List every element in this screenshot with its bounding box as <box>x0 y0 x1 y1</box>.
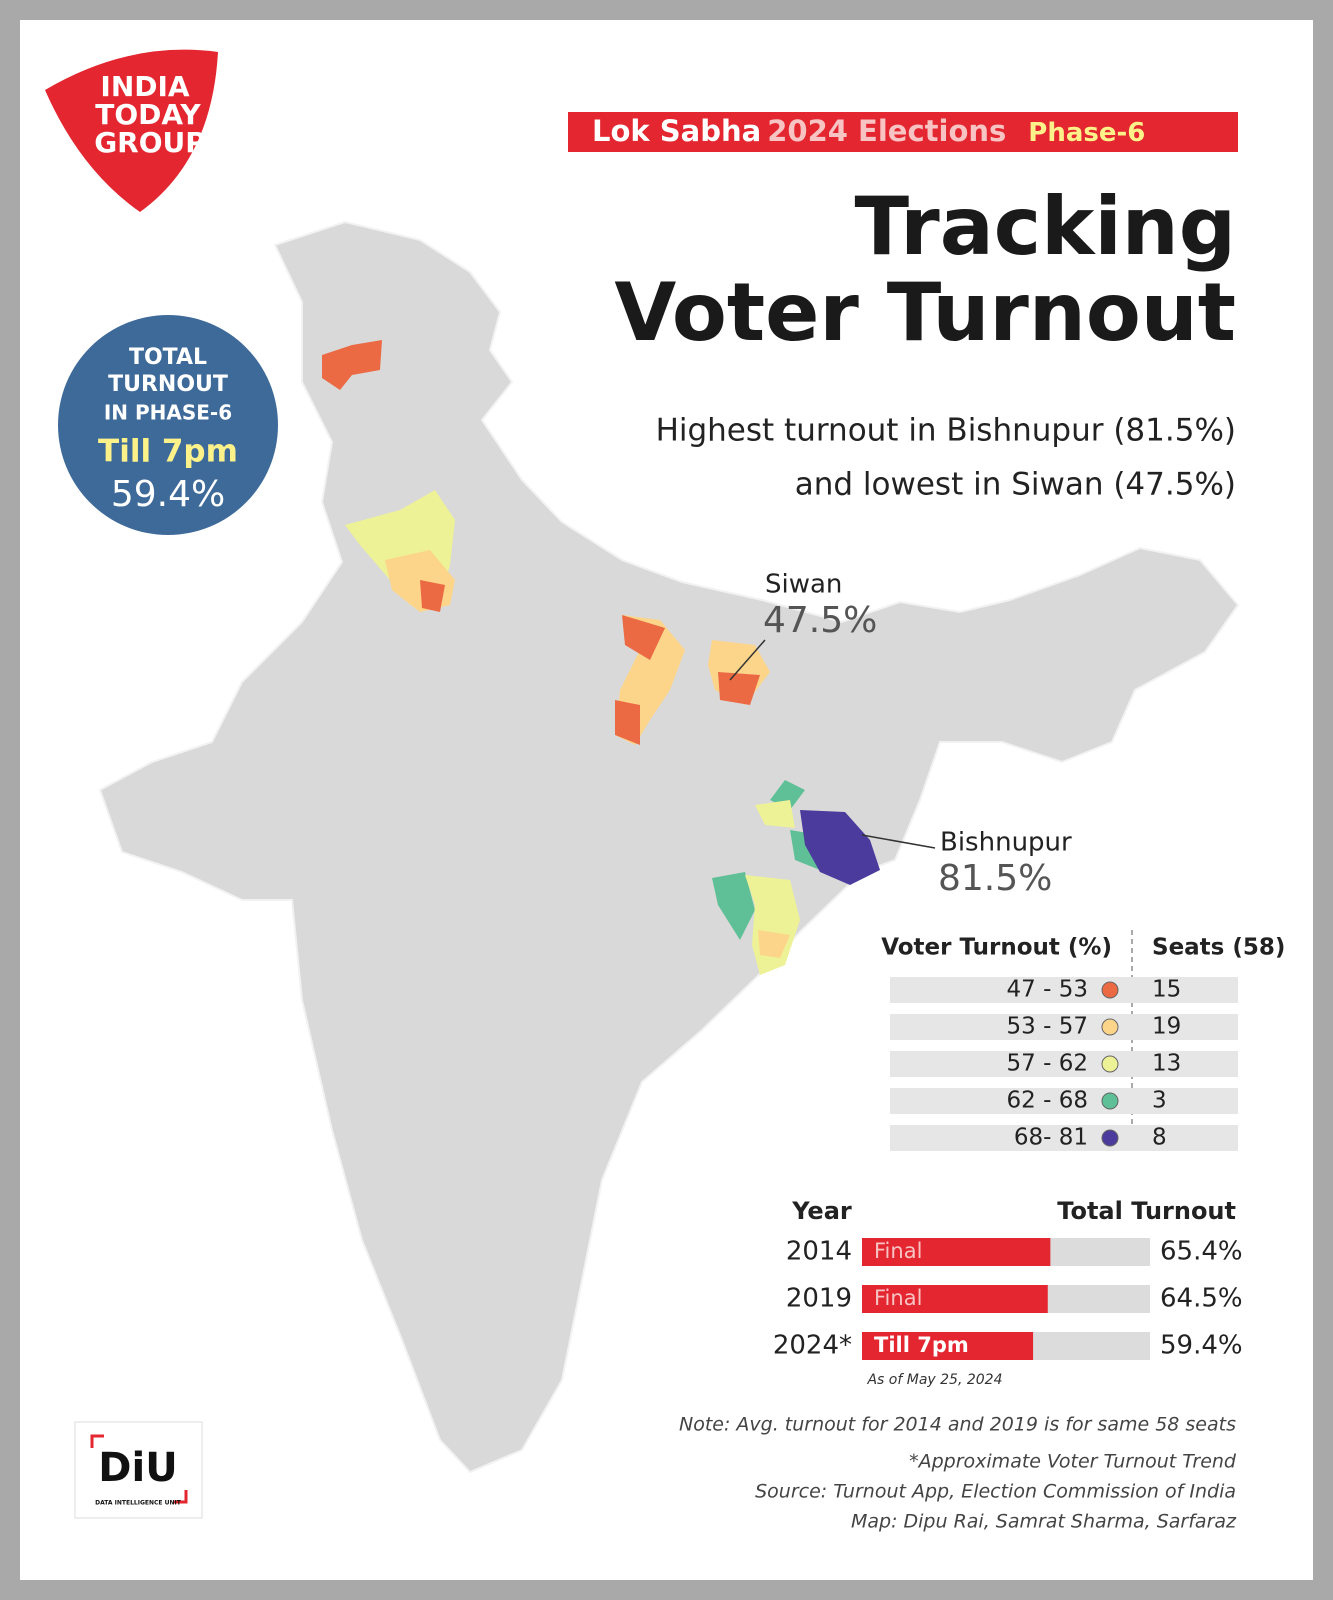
bar-label: Final <box>874 1286 922 1310</box>
note: *Approximate Voter Turnout Trend <box>909 1451 1237 1473</box>
turnout-chart: Year Total Turnout As of May 25, 2024 20… <box>773 1197 1243 1388</box>
title: Tracking <box>855 180 1236 273</box>
badge-text: TOTAL <box>129 345 207 370</box>
region <box>615 615 665 745</box>
logo-shield <box>45 49 218 213</box>
badge-text: IN PHASE-6 <box>104 401 232 425</box>
legend-row <box>890 1014 1238 1040</box>
bar <box>862 1285 1048 1313</box>
legend-seats: 19 <box>1152 1014 1181 1040</box>
legend-range: 68- 81 <box>1014 1125 1088 1151</box>
value-label: 65.4% <box>1160 1237 1243 1267</box>
legend-swatch <box>1101 1129 1119 1147</box>
region <box>758 930 790 958</box>
region <box>322 340 382 390</box>
banner-part: Phase-6 <box>1028 118 1145 148</box>
legend-row <box>890 1088 1238 1114</box>
legend-seats: 8 <box>1152 1125 1167 1151</box>
region <box>712 872 755 940</box>
legend-header: Seats (58) <box>1152 935 1285 961</box>
diu-caption: DATA INTELLIGENCE UNIT <box>95 1500 182 1507</box>
legend: Voter Turnout (%) Seats (58) 47 - 53 15 53… <box>881 930 1285 1151</box>
value-label: 59.4% <box>1160 1331 1243 1361</box>
region <box>718 672 760 705</box>
badge <box>58 315 278 535</box>
subtitle: Highest turnout in Bishnupur (81.5%) <box>656 413 1236 449</box>
year-label: 2024* <box>773 1331 852 1361</box>
legend-swatch <box>1101 1092 1119 1110</box>
chart-footnote: As of May 25, 2024 <box>866 1372 1002 1388</box>
leader-line <box>861 834 936 849</box>
legend-seats: 15 <box>1152 977 1181 1003</box>
logo-text: GROUP <box>94 126 206 159</box>
bar-label: Final <box>874 1239 922 1263</box>
banner-part: 2024 Elections <box>767 114 1006 148</box>
note: Note: Avg. turnout for 2014 and 2019 is … <box>679 1414 1236 1436</box>
legend-seats: 13 <box>1152 1051 1181 1077</box>
badge-text: TURNOUT <box>108 372 228 397</box>
legend-swatch <box>1101 1018 1119 1036</box>
region <box>755 800 795 828</box>
bar <box>862 1238 1051 1266</box>
legend-range: 47 - 53 <box>1007 977 1088 1003</box>
callout-value: 47.5% <box>763 600 877 641</box>
chart-header: Year <box>791 1197 852 1225</box>
year-label: 2014 <box>786 1237 852 1267</box>
banner-text: Lok Sabha 2024 Elections Phase-6 <box>592 114 1145 148</box>
title: Voter Turnout <box>614 266 1236 359</box>
note: Source: Turnout App, Election Commission… <box>755 1481 1236 1503</box>
logo: INDIA TODAY GROUP <box>94 70 206 159</box>
subtitle: and lowest in Siwan (47.5%) <box>795 467 1236 503</box>
bar <box>862 1332 1034 1360</box>
banner-part: Lok Sabha <box>592 114 761 148</box>
note: Map: Dipu Rai, Samrat Sharma, Sarfaraz <box>851 1511 1237 1533</box>
year-label: 2019 <box>786 1284 852 1314</box>
callout-name: Siwan <box>765 570 842 600</box>
legend-seats: 3 <box>1152 1088 1167 1114</box>
legend-row <box>890 1051 1238 1077</box>
value-label: 64.5% <box>1160 1284 1243 1314</box>
legend-range: 53 - 57 <box>1007 1014 1088 1040</box>
badge-value: 59.4% <box>111 474 225 515</box>
banner <box>568 112 1238 152</box>
diu-bracket <box>90 1434 188 1504</box>
diu-box <box>74 1421 203 1519</box>
diu-mark: DiU <box>98 1445 177 1491</box>
chart-header: Total Turnout <box>1057 1197 1236 1225</box>
legend-header: Voter Turnout (%) <box>881 935 1112 961</box>
region <box>745 875 800 975</box>
leader-line <box>729 639 766 681</box>
badge-time: Till 7pm <box>98 434 238 470</box>
callout-value: 81.5% <box>938 858 1052 899</box>
legend-row <box>890 977 1238 1003</box>
legend-range: 62 - 68 <box>1007 1088 1088 1114</box>
bar-label: Till 7pm <box>874 1333 969 1357</box>
legend-swatch <box>1101 981 1119 999</box>
constituencies <box>322 340 880 975</box>
callout-name: Bishnupur <box>940 828 1072 858</box>
logo-text: TODAY <box>95 98 201 131</box>
region <box>800 810 880 885</box>
region <box>420 580 445 612</box>
legend-range: 57 - 62 <box>1007 1051 1088 1077</box>
legend-swatch <box>1101 1055 1119 1073</box>
logo-text: INDIA <box>100 70 190 103</box>
legend-row <box>890 1125 1238 1151</box>
